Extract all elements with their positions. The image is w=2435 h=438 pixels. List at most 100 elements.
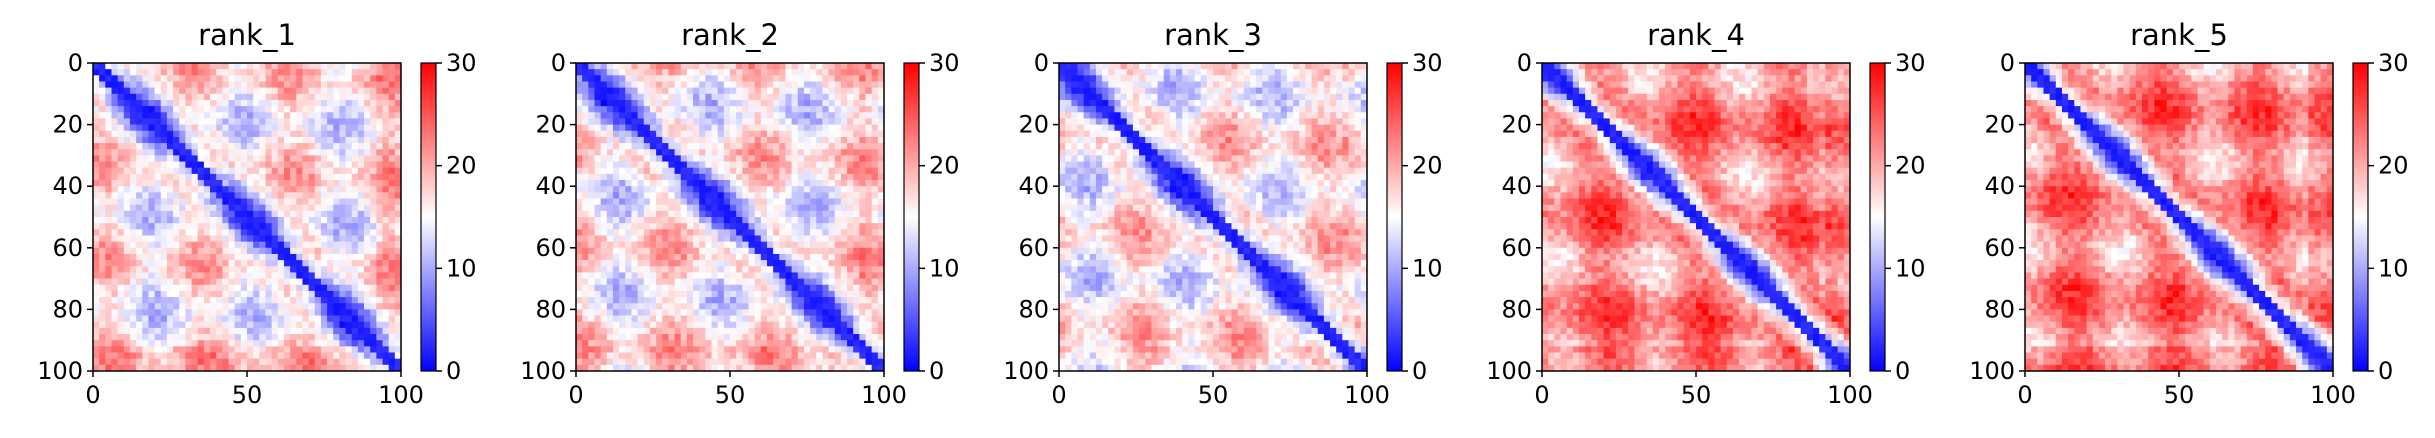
heatmap-cell	[810, 290, 817, 298]
heatmap-cell	[253, 118, 260, 125]
heatmap-cell	[333, 155, 340, 162]
heatmap-cell	[803, 93, 811, 101]
heatmap-cell	[228, 204, 236, 212]
heatmap-cell	[339, 112, 346, 119]
heatmap-cell	[290, 340, 297, 347]
heatmap-cell	[296, 352, 303, 360]
heatmap-cell	[871, 346, 879, 353]
heatmap-cell	[773, 253, 780, 261]
heatmap-cell	[742, 340, 749, 347]
heatmap-cell	[148, 180, 155, 187]
heatmap-cell	[619, 217, 626, 224]
heatmap-cell	[314, 149, 322, 156]
heatmap-cell	[828, 303, 836, 310]
heatmap-cell	[803, 260, 811, 267]
heatmap-cell	[600, 278, 608, 286]
heatmap-cell	[364, 321, 371, 329]
heatmap-cell	[166, 118, 174, 125]
heatmap-cell	[877, 327, 885, 335]
heatmap-cell	[136, 364, 143, 372]
heatmap-cell	[840, 124, 848, 132]
heatmap-cell	[129, 118, 137, 125]
heatmap-cell	[699, 297, 706, 304]
heatmap-cell	[93, 192, 100, 199]
heatmap-cell	[576, 192, 583, 199]
heatmap-cell	[803, 81, 811, 89]
heatmap-cell	[370, 81, 377, 89]
heatmap-cell	[216, 235, 223, 243]
heatmap-cell	[259, 235, 266, 243]
heatmap-cell	[736, 241, 743, 249]
heatmap-cell	[748, 266, 756, 273]
heatmap-cell	[191, 75, 199, 82]
heatmap-cell	[173, 223, 180, 230]
heatmap-cell	[265, 217, 273, 224]
heatmap-cell	[364, 241, 371, 249]
heatmap-cell	[736, 180, 743, 187]
heatmap-cell	[822, 303, 829, 310]
heatmap-cell	[840, 198, 848, 206]
heatmap-cell	[760, 192, 768, 199]
heatmap-cell	[754, 180, 762, 187]
heatmap-cell	[191, 358, 199, 366]
heatmap-cell	[588, 87, 595, 95]
heatmap-cell	[816, 155, 823, 162]
heatmap-cell	[370, 309, 377, 316]
heatmap-cell	[871, 284, 879, 292]
heatmap-cell	[822, 327, 829, 335]
heatmap-cell	[785, 192, 792, 199]
heatmap-cell	[877, 149, 885, 156]
heatmap-cell	[840, 155, 848, 162]
heatmap-cell	[351, 106, 359, 113]
heatmap-cell	[711, 223, 719, 230]
heatmap-cell	[619, 161, 626, 169]
heatmap-cell	[154, 352, 162, 360]
heatmap-cell	[370, 149, 377, 156]
heatmap-cell	[283, 340, 291, 347]
heatmap-cell	[185, 247, 192, 255]
heatmap-cell	[283, 167, 291, 175]
heatmap-cell	[791, 63, 799, 70]
heatmap-cell	[760, 210, 768, 218]
heatmap-cell	[859, 290, 866, 298]
heatmap-cell	[364, 180, 371, 187]
heatmap-cell	[822, 81, 829, 89]
heatmap-cell	[730, 272, 737, 279]
heatmap-cell	[179, 63, 186, 70]
heatmap-cell	[840, 223, 848, 230]
heatmap-cell	[576, 106, 583, 113]
heatmap-cell	[748, 155, 756, 162]
heatmap-cell	[376, 198, 383, 206]
heatmap-cell	[283, 303, 291, 310]
heatmap-cell	[748, 272, 756, 279]
heatmap-cell	[662, 309, 669, 316]
heatmap-cell	[197, 364, 205, 372]
heatmap-cell	[853, 87, 860, 95]
heatmap-cell	[853, 180, 860, 187]
heatmap-cell	[803, 290, 811, 298]
heatmap-cell	[191, 149, 199, 156]
heatmap-cell	[302, 210, 309, 218]
heatmap-cell	[631, 235, 638, 243]
heatmap-cell	[148, 340, 155, 347]
heatmap-cell	[705, 260, 712, 267]
heatmap-cell	[834, 309, 842, 316]
heatmap-cell	[370, 260, 377, 267]
heatmap-cell	[203, 260, 211, 267]
heatmap-cell	[136, 136, 143, 144]
heatmap-cell	[656, 340, 663, 347]
heatmap-cell	[680, 112, 688, 119]
heatmap-cell	[142, 136, 149, 144]
heatmap-cell	[705, 297, 712, 304]
heatmap-cell	[179, 272, 186, 279]
heatmap-cell	[129, 130, 137, 138]
heatmap-cell	[612, 81, 620, 89]
heatmap-cell	[154, 173, 162, 181]
heatmap-cell	[742, 106, 749, 113]
heatmap-cell	[173, 136, 180, 144]
heatmap-cell	[742, 266, 749, 273]
heatmap-cell	[699, 112, 706, 119]
heatmap-cell	[600, 106, 608, 113]
heatmap-cell	[265, 124, 273, 132]
heatmap-cell	[791, 235, 799, 243]
